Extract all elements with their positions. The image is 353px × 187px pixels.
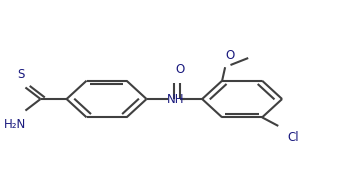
Text: O: O <box>225 49 234 62</box>
Text: H₂N: H₂N <box>4 118 26 131</box>
Text: Cl: Cl <box>287 131 299 144</box>
Text: O: O <box>175 63 184 76</box>
Text: S: S <box>17 68 24 81</box>
Text: NH: NH <box>167 93 185 105</box>
